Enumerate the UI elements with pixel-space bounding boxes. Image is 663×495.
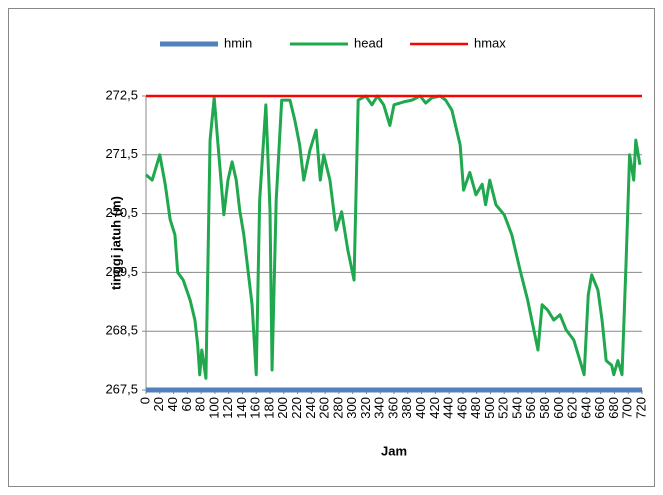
x-tick-label: 460 <box>454 397 469 419</box>
x-tick-label: 160 <box>248 397 263 419</box>
x-tick-label: 580 <box>537 397 552 419</box>
x-tick-label: 540 <box>509 397 524 419</box>
x-tick-label: 80 <box>193 397 208 411</box>
x-tick-label: 620 <box>565 397 580 419</box>
x-tick-label: 300 <box>344 397 359 419</box>
y-tick-label: 267,5 <box>105 381 138 396</box>
x-tick-label: 480 <box>468 397 483 419</box>
x-tick-label: 720 <box>633 397 648 419</box>
y-tick-label: 270,5 <box>105 205 138 220</box>
x-tick-label: 360 <box>385 397 400 419</box>
x-tick-label: 560 <box>523 397 538 419</box>
x-tick-label: 280 <box>330 397 345 419</box>
x-tick-label: 100 <box>206 397 221 419</box>
x-tick-label: 0 <box>137 397 152 404</box>
x-tick-label: 60 <box>179 397 194 411</box>
x-tick-label: 240 <box>303 397 318 419</box>
x-tick-label: 20 <box>151 397 166 411</box>
x-tick-label: 120 <box>220 397 235 419</box>
series-line <box>145 94 642 380</box>
x-tick-label: 140 <box>234 397 249 419</box>
x-tick-label: 400 <box>413 397 428 419</box>
x-tick-label: 380 <box>399 397 414 419</box>
x-tick-label: 680 <box>606 397 621 419</box>
legend-label: hmin <box>224 35 252 50</box>
x-tick-label: 600 <box>551 397 566 419</box>
legend-label: head <box>354 35 383 50</box>
x-tick-label: 340 <box>372 397 387 419</box>
x-tick-label: 660 <box>592 397 607 419</box>
x-tick-label: 700 <box>620 397 635 419</box>
x-tick-label: 40 <box>165 397 180 411</box>
x-tick-label: 220 <box>289 397 304 419</box>
y-axis-title: tinggi jatuh (m) <box>108 196 123 290</box>
x-tick-label: 500 <box>482 397 497 419</box>
x-tick-label: 520 <box>496 397 511 419</box>
x-tick-label: 180 <box>261 397 276 419</box>
chart-frame <box>8 8 655 487</box>
y-tick-label: 268,5 <box>105 323 138 338</box>
x-axis-title: Jam <box>381 443 407 458</box>
y-tick-label: 269,5 <box>105 264 138 279</box>
y-tick-label: 272,5 <box>105 87 138 102</box>
x-tick-label: 320 <box>358 397 373 419</box>
legend-label: hmax <box>474 35 506 50</box>
y-tick-label: 271,5 <box>105 146 138 161</box>
x-tick-label: 420 <box>427 397 442 419</box>
x-tick-label: 200 <box>275 397 290 419</box>
x-tick-label: 640 <box>578 397 593 419</box>
x-tick-label: 260 <box>317 397 332 419</box>
x-tick-label: 440 <box>441 397 456 419</box>
